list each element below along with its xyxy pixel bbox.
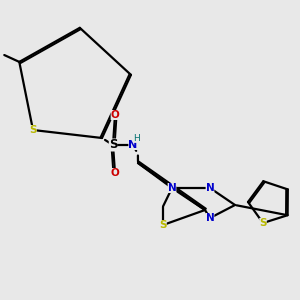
Text: N: N bbox=[206, 183, 214, 193]
Text: N: N bbox=[128, 140, 138, 150]
Text: S: S bbox=[109, 139, 117, 152]
Text: H: H bbox=[133, 134, 140, 143]
Text: S: S bbox=[159, 220, 167, 230]
Text: O: O bbox=[111, 110, 119, 120]
Text: S: S bbox=[259, 218, 267, 228]
Text: N: N bbox=[168, 183, 176, 193]
Text: N: N bbox=[206, 213, 214, 223]
Text: S: S bbox=[29, 125, 37, 135]
Text: O: O bbox=[111, 168, 119, 178]
